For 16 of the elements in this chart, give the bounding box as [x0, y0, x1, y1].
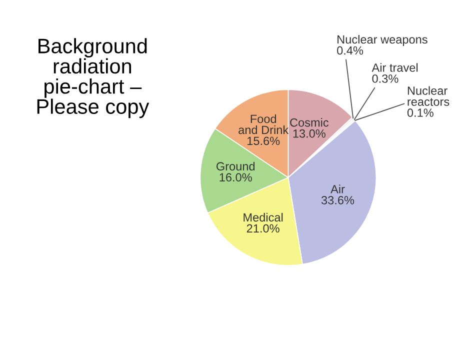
slice-label: Nuclear weapons — [338, 34, 428, 46]
slice-label: Medical — [244, 212, 283, 222]
data-label: 15.6% — [248, 136, 280, 146]
data-label: 21.0% — [246, 224, 280, 233]
data-label: 0.1% — [407, 108, 434, 117]
text: Background radiation pie-chart – Please copy — [37, 38, 150, 118]
slice-label: Air travel — [372, 63, 418, 72]
slice-label: Air — [330, 184, 345, 194]
slice-label: Ground — [216, 162, 255, 171]
data-label: 16.0% — [220, 173, 252, 182]
data-label: 0.3% — [372, 74, 398, 83]
slice-label: Nuclear reactors — [408, 86, 450, 106]
slice-label: Cosmic — [290, 118, 329, 127]
data-label: 0.4% — [337, 46, 364, 55]
data-label: 13.0% — [293, 129, 326, 138]
data-label: 33.6% — [321, 196, 354, 204]
